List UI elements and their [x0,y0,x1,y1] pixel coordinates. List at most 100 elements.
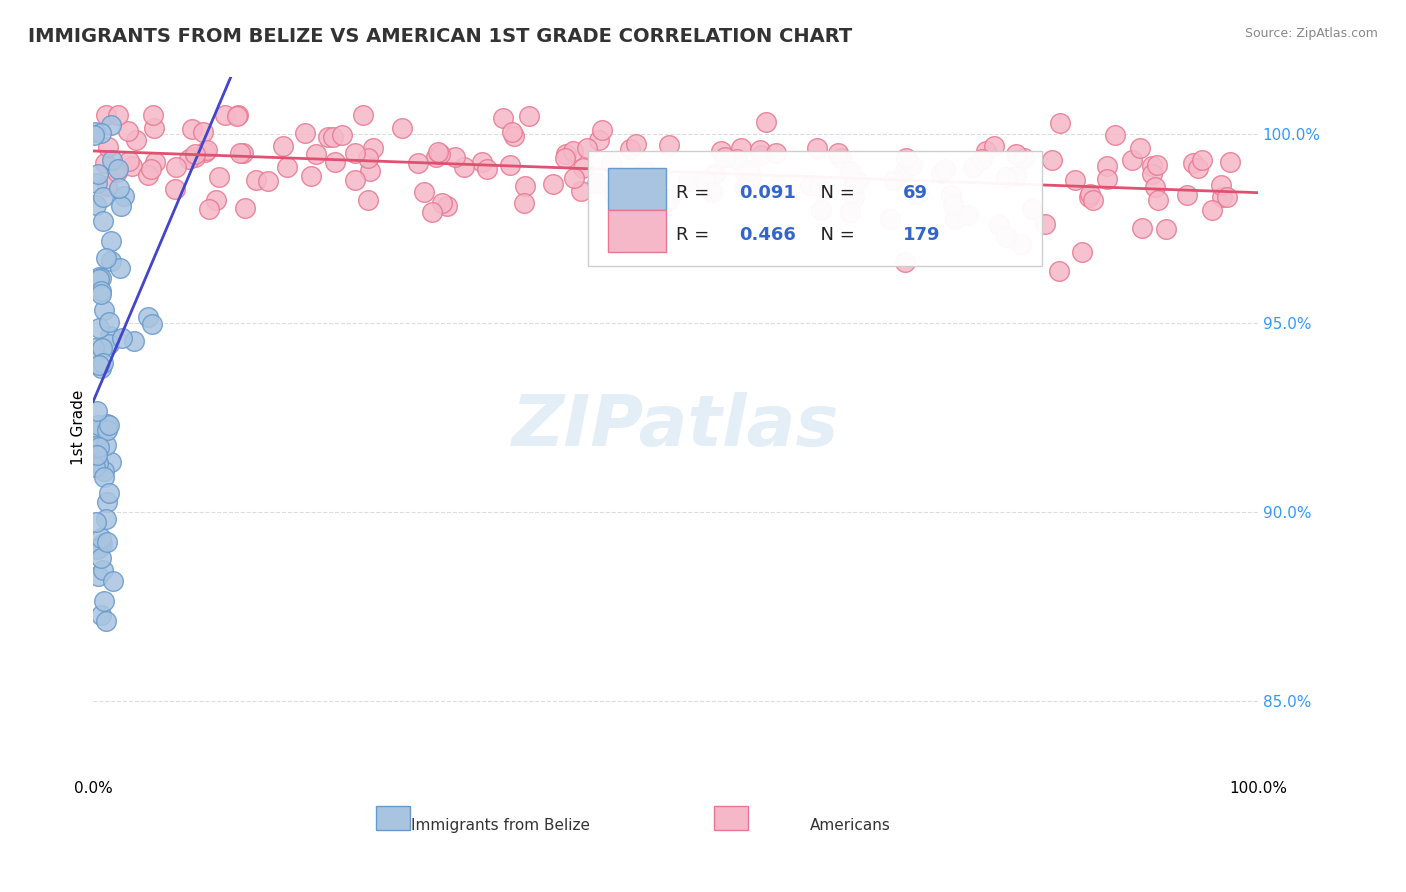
Point [87,441,110,455]
Point [970,152,993,166]
Point [143,120,166,135]
Point [1005,169,1028,183]
Point [931,166,953,180]
Point [121,159,143,173]
Point [325,155,347,169]
Point [229,146,252,161]
Point [1219,155,1241,169]
Point [730,141,752,155]
Point [1049,115,1071,129]
Text: ZIPatlas: ZIPatlas [512,392,839,461]
Point [830,151,852,165]
Point [1211,178,1233,192]
Point [93,356,115,370]
Point [1077,189,1099,203]
Point [352,108,374,122]
Point [90,531,112,545]
Point [1156,222,1178,236]
Point [1078,187,1101,202]
Point [883,173,905,187]
Point [903,186,925,201]
Point [356,152,378,166]
Point [111,330,134,344]
Point [408,156,430,170]
Point [83,342,105,356]
Point [198,202,221,216]
Point [108,261,131,276]
Point [838,205,860,219]
Point [585,176,607,190]
Point [100,253,122,268]
Point [607,211,630,225]
Text: 179: 179 [903,226,941,244]
Point [879,212,901,227]
Point [87,321,110,335]
Point [96,179,118,194]
Point [1215,190,1237,204]
Point [738,163,761,178]
Point [426,145,449,159]
Point [391,120,413,135]
Text: R =: R = [675,184,714,202]
Point [1201,203,1223,218]
Point [316,129,339,144]
Point [934,161,956,176]
Point [83,459,105,474]
Point [1095,171,1118,186]
Point [808,178,831,193]
FancyBboxPatch shape [714,806,748,830]
Point [571,161,593,176]
Point [676,173,699,187]
Point [561,145,583,159]
Point [165,160,187,174]
Point [734,165,756,179]
Point [89,541,111,555]
Point [658,193,681,207]
Point [97,140,120,154]
Point [475,162,498,177]
Point [638,206,661,220]
Point [97,315,120,329]
Point [141,317,163,331]
Point [271,139,294,153]
Point [995,170,1018,185]
Point [87,457,110,471]
Point [894,255,917,269]
Point [96,438,118,452]
Point [740,174,762,188]
Point [91,213,114,227]
Text: IMMIGRANTS FROM BELIZE VS AMERICAN 1ST GRADE CORRELATION CHART: IMMIGRANTS FROM BELIZE VS AMERICAN 1ST G… [28,27,852,45]
Point [1121,153,1143,168]
Point [94,155,117,169]
Point [194,145,217,159]
Point [519,109,541,123]
Point [96,423,118,437]
Point [191,125,214,139]
Point [87,358,110,372]
Point [987,219,1010,233]
Point [1063,173,1085,187]
Point [896,151,918,165]
Point [96,614,118,628]
Point [941,188,963,202]
Point [658,138,681,153]
Point [143,155,166,169]
Point [624,137,647,152]
Point [93,470,115,484]
Point [492,111,515,125]
Point [425,150,447,164]
Point [93,594,115,608]
Point [1129,141,1152,155]
Point [233,202,256,216]
Point [359,164,381,178]
Point [695,173,717,187]
Point [98,486,121,500]
Point [122,334,145,348]
Point [84,439,107,453]
Point [90,271,112,285]
Text: R =: R = [675,226,714,244]
Point [1177,188,1199,202]
Point [956,208,979,222]
Point [83,447,105,461]
Point [138,310,160,324]
